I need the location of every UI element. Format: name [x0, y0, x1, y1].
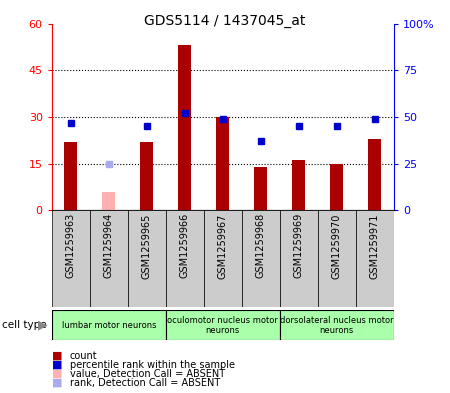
Bar	[204, 210, 242, 307]
Text: GSM1259965: GSM1259965	[142, 213, 152, 279]
Text: GSM1259971: GSM1259971	[370, 213, 380, 279]
Text: GSM1259969: GSM1259969	[294, 213, 304, 278]
Bar	[280, 310, 394, 340]
Bar	[216, 117, 230, 210]
Bar	[166, 210, 204, 307]
Bar	[52, 310, 166, 340]
Bar	[356, 210, 394, 307]
Text: GSM1259966: GSM1259966	[180, 213, 190, 278]
Bar	[64, 142, 77, 210]
Text: ■: ■	[52, 360, 62, 370]
Text: ■: ■	[52, 378, 62, 388]
Bar	[128, 210, 166, 307]
Bar	[166, 310, 280, 340]
Text: GSM1259964: GSM1259964	[104, 213, 114, 278]
Bar	[292, 160, 306, 210]
Text: rank, Detection Call = ABSENT: rank, Detection Call = ABSENT	[70, 378, 220, 388]
Bar	[52, 210, 90, 307]
Bar	[254, 167, 267, 210]
Text: ■: ■	[52, 351, 62, 361]
Text: lumbar motor neurons: lumbar motor neurons	[62, 321, 156, 330]
Text: percentile rank within the sample: percentile rank within the sample	[70, 360, 235, 370]
Text: GSM1259967: GSM1259967	[218, 213, 228, 279]
Bar	[330, 163, 343, 210]
Bar	[140, 142, 153, 210]
Text: GSM1259963: GSM1259963	[66, 213, 76, 278]
Text: count: count	[70, 351, 97, 361]
Bar	[178, 45, 191, 210]
Bar	[242, 210, 280, 307]
Bar	[368, 139, 382, 210]
Text: ■: ■	[52, 369, 62, 379]
Text: ▶: ▶	[38, 319, 48, 332]
Text: dorsolateral nucleus motor
neurons: dorsolateral nucleus motor neurons	[280, 316, 394, 335]
Bar	[90, 210, 128, 307]
Bar	[318, 210, 356, 307]
Bar	[280, 210, 318, 307]
Text: value, Detection Call = ABSENT: value, Detection Call = ABSENT	[70, 369, 225, 379]
Text: GSM1259970: GSM1259970	[332, 213, 342, 279]
Text: GSM1259968: GSM1259968	[256, 213, 266, 278]
Text: GDS5114 / 1437045_at: GDS5114 / 1437045_at	[144, 14, 306, 28]
Text: oculomotor nucleus motor
neurons: oculomotor nucleus motor neurons	[167, 316, 278, 335]
Bar	[102, 191, 115, 210]
Text: cell type: cell type	[2, 320, 47, 330]
